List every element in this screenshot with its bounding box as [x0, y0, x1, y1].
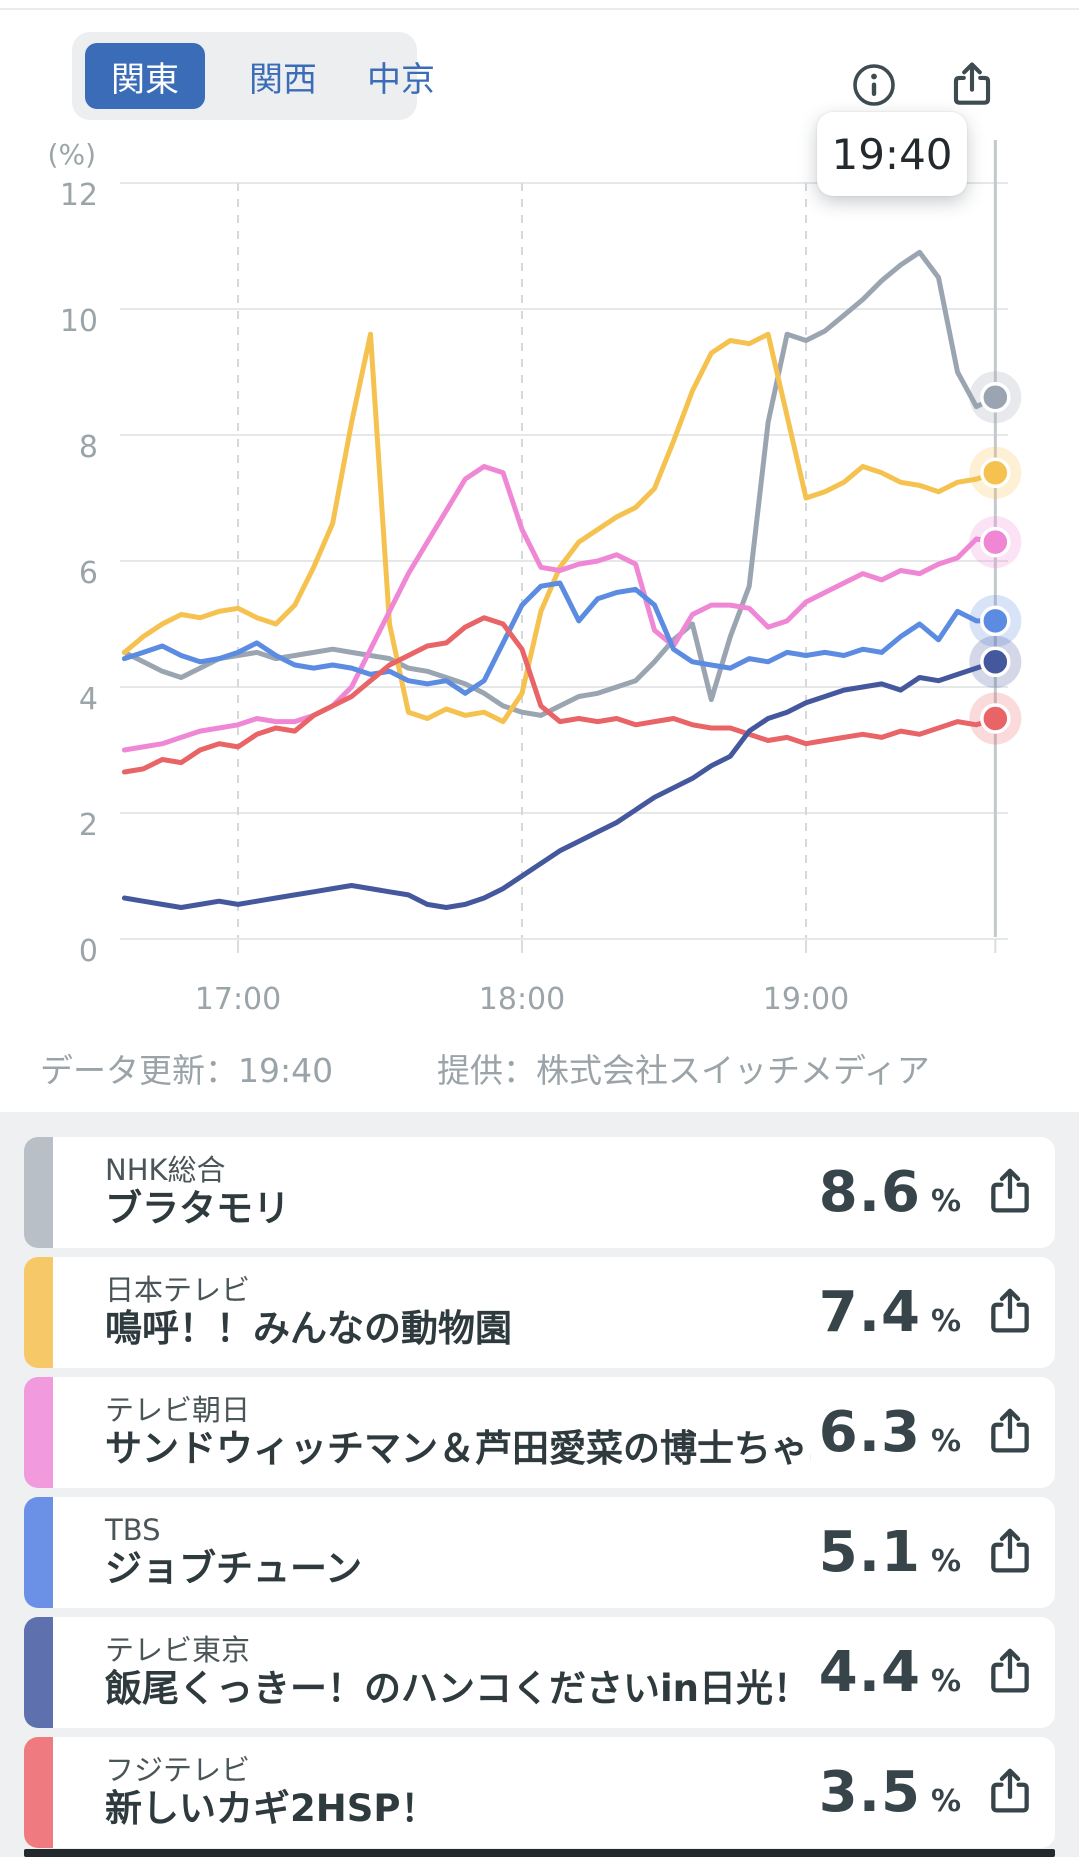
y-axis-tick-label: 6	[79, 556, 98, 591]
rating-number: 5.1	[818, 1520, 921, 1585]
data-provider-label: 提供：株式会社スイッチメディア	[437, 1051, 930, 1090]
top-divider	[0, 8, 1079, 10]
rating-unit: %	[930, 1304, 961, 1339]
program-title: 飯尾くっきー！のハンコくださいin日光！	[105, 1666, 811, 1710]
row-share-button[interactable]	[983, 1764, 1037, 1822]
y-axis-tick-label: 10	[60, 304, 98, 339]
x-axis-tick-label: 19:00	[763, 982, 849, 1017]
program-title: ブラタモリ	[105, 1186, 290, 1230]
rating-number: 3.5	[818, 1760, 921, 1825]
series-line	[121, 249, 998, 718]
series-line	[121, 331, 998, 725]
channel-name: TBS	[105, 1513, 161, 1547]
channel-color-bar	[24, 1617, 53, 1728]
rating-unit: %	[930, 1184, 961, 1219]
y-axis-tick-label: 0	[79, 934, 98, 969]
rating-value: 4.4%	[819, 1640, 961, 1705]
row-share-button[interactable]	[983, 1644, 1037, 1702]
rating-number: 7.4	[818, 1280, 921, 1345]
bottom-panel-edge	[24, 1849, 1055, 1857]
share-icon[interactable]	[946, 58, 998, 110]
rating-unit: %	[930, 1424, 961, 1459]
share-icon[interactable]	[983, 1524, 1037, 1578]
y-axis-tick-label: 2	[79, 808, 98, 843]
rating-value: 6.3%	[819, 1400, 961, 1465]
program-text: 日本テレビ 鳴呼！！みんなの動物園	[53, 1274, 811, 1352]
channel-name: 日本テレビ	[105, 1273, 251, 1307]
rating-unit: %	[930, 1544, 961, 1579]
ratings-line-chart[interactable]: 0 2 4 6 8 10 12 (%) 17:00 18:00 19:00	[0, 140, 1079, 1040]
data-updated-label: データ更新：19:40	[40, 1051, 334, 1090]
series-end-dot[interactable]	[980, 526, 1011, 558]
series-end-dot[interactable]	[980, 457, 1011, 489]
rating-number: 6.3	[818, 1400, 921, 1465]
chart-footnotes: データ更新：19:40 提供：株式会社スイッチメディア	[0, 1044, 1079, 1090]
share-icon[interactable]	[983, 1164, 1037, 1218]
tab-chukyo[interactable]: 中京	[367, 59, 435, 100]
series-end-dot[interactable]	[980, 703, 1011, 734]
x-axis-tick-label: 18:00	[479, 982, 565, 1017]
rating-value: 3.5%	[819, 1760, 961, 1825]
channel-color-bar	[24, 1497, 53, 1608]
program-text: テレビ朝日 サンドウィッチマン＆芦田愛菜の博士ちゃ…	[53, 1394, 811, 1472]
y-axis-tick-label: 8	[79, 430, 98, 465]
channel-name: テレビ朝日	[105, 1393, 251, 1427]
program-row[interactable]: NHK総合 ブラタモリ 8.6%	[24, 1137, 1055, 1248]
program-text: TBS ジョブチューン	[53, 1514, 811, 1592]
cursor-time-tooltip: 19:40	[817, 112, 967, 196]
program-title: 新しいカギ2HSP！	[105, 1786, 438, 1830]
rating-value: 5.1%	[819, 1520, 961, 1585]
program-title: ジョブチューン	[105, 1546, 363, 1590]
y-axis-unit-label: (%)	[48, 140, 96, 171]
rating-unit: %	[930, 1664, 961, 1699]
program-text: フジテレビ 新しいカギ2HSP！	[53, 1754, 811, 1832]
series-end-dot[interactable]	[980, 381, 1011, 413]
program-row[interactable]: テレビ東京 飯尾くっきー！のハンコくださいin日光！ 4.4%	[24, 1617, 1055, 1728]
channel-name: フジテレビ	[105, 1753, 251, 1787]
series-end-dot[interactable]	[980, 646, 1011, 678]
program-text: NHK総合 ブラタモリ	[53, 1154, 811, 1232]
program-row[interactable]: 日本テレビ 鳴呼！！みんなの動物園 7.4%	[24, 1257, 1055, 1368]
share-icon[interactable]	[983, 1764, 1037, 1818]
y-axis-tick-label: 4	[79, 682, 98, 717]
tab-kanto[interactable]: 関東	[85, 43, 205, 109]
channel-color-bar	[24, 1737, 53, 1848]
program-title: 鳴呼！！みんなの動物園	[105, 1306, 512, 1350]
series-end-dot[interactable]	[980, 605, 1011, 637]
info-icon[interactable]	[851, 62, 897, 108]
program-title: サンドウィッチマン＆芦田愛菜の博士ちゃ…	[105, 1426, 811, 1470]
row-share-button[interactable]	[983, 1284, 1037, 1342]
program-row[interactable]: TBS ジョブチューン 5.1%	[24, 1497, 1055, 1608]
program-list: NHK総合 ブラタモリ 8.6% 日本テレビ 鳴呼！！みんなの動物園 7.4% テレビ朝日サ…	[0, 1112, 1079, 1857]
channel-color-bar	[24, 1257, 53, 1368]
rating-value: 7.4%	[819, 1280, 961, 1345]
series-line	[121, 659, 998, 910]
channel-color-bar	[24, 1137, 53, 1248]
program-row[interactable]: フジテレビ 新しいカギ2HSP！ 3.5%	[24, 1737, 1055, 1848]
channel-color-bar	[24, 1377, 53, 1488]
tab-kansai[interactable]: 関西	[249, 59, 317, 100]
series-line	[121, 464, 998, 753]
program-text: テレビ東京 飯尾くっきー！のハンコくださいin日光！	[53, 1634, 811, 1712]
x-axis-tick-label: 17:00	[195, 982, 281, 1017]
program-row[interactable]: テレビ朝日 サンドウィッチマン＆芦田愛菜の博士ちゃ… 6.3%	[24, 1377, 1055, 1488]
cursor-time-label: 19:40	[831, 129, 953, 179]
region-tabbar: 関東 関西 中京	[72, 32, 435, 120]
row-share-button[interactable]	[983, 1404, 1037, 1462]
rating-unit: %	[930, 1784, 961, 1819]
row-share-button[interactable]	[983, 1524, 1037, 1582]
share-icon[interactable]	[983, 1404, 1037, 1458]
series-line	[121, 615, 998, 775]
channel-name: テレビ東京	[105, 1633, 251, 1667]
share-icon[interactable]	[983, 1644, 1037, 1698]
share-icon[interactable]	[983, 1284, 1037, 1338]
y-axis-tick-label: 12	[60, 178, 98, 213]
rating-number: 4.4	[818, 1640, 921, 1705]
channel-name: NHK総合	[105, 1153, 226, 1187]
series-line	[121, 580, 998, 696]
row-share-button[interactable]	[983, 1164, 1037, 1222]
rating-number: 8.6	[818, 1160, 921, 1225]
rating-value: 8.6%	[819, 1160, 961, 1225]
